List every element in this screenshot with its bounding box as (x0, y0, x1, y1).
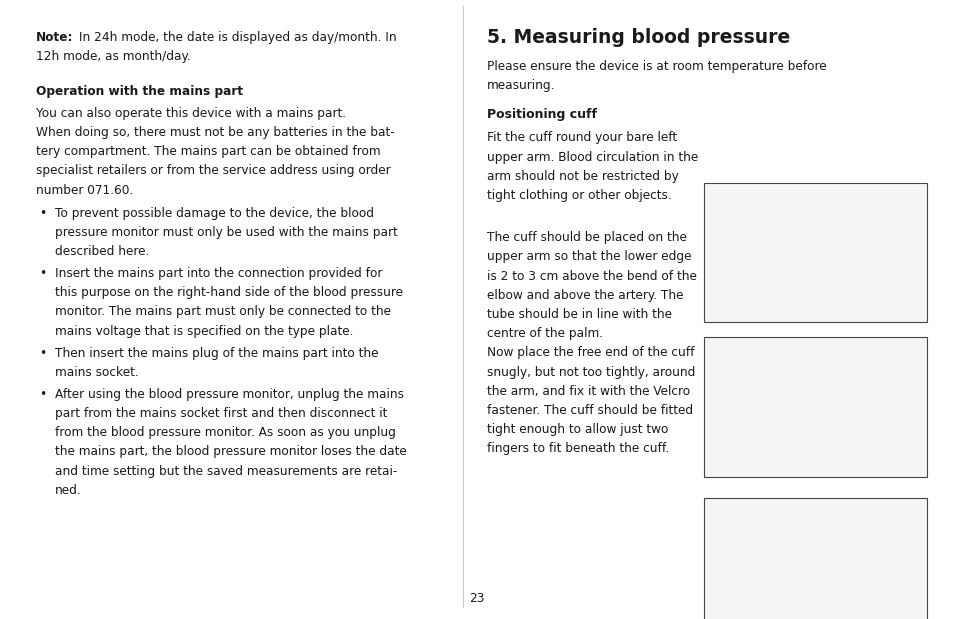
Text: the mains part, the blood pressure monitor loses the date: the mains part, the blood pressure monit… (55, 446, 407, 459)
Text: arm should not be restricted by: arm should not be restricted by (486, 170, 678, 183)
Text: snugly, but not too tightly, around: snugly, but not too tightly, around (486, 366, 694, 379)
Text: and time setting but the saved measurements are retai-: and time setting but the saved measureme… (55, 465, 397, 478)
Text: fingers to fit beneath the cuff.: fingers to fit beneath the cuff. (486, 443, 668, 456)
Text: from the blood pressure monitor. As soon as you unplug: from the blood pressure monitor. As soon… (55, 426, 395, 439)
FancyBboxPatch shape (703, 337, 926, 477)
FancyBboxPatch shape (703, 498, 926, 619)
Text: To prevent possible damage to the device, the blood: To prevent possible damage to the device… (55, 207, 374, 220)
Text: this purpose on the right-hand side of the blood pressure: this purpose on the right-hand side of t… (55, 286, 403, 299)
Text: mains socket.: mains socket. (55, 366, 139, 379)
Text: Positioning cuff: Positioning cuff (486, 108, 596, 121)
Text: Please ensure the device is at room temperature before: Please ensure the device is at room temp… (486, 59, 825, 72)
Text: Fit the cuff round your bare left: Fit the cuff round your bare left (486, 131, 676, 144)
Text: upper arm. Blood circulation in the: upper arm. Blood circulation in the (486, 150, 697, 163)
Text: elbow and above the artery. The: elbow and above the artery. The (486, 289, 682, 302)
Text: •: • (39, 388, 47, 401)
Text: After using the blood pressure monitor, unplug the mains: After using the blood pressure monitor, … (55, 388, 404, 401)
Text: described here.: described here. (55, 245, 150, 258)
FancyBboxPatch shape (703, 183, 926, 322)
Text: monitor. The mains part must only be connected to the: monitor. The mains part must only be con… (55, 305, 391, 318)
Text: centre of the palm.: centre of the palm. (486, 327, 602, 340)
Text: •: • (39, 207, 47, 220)
Text: Operation with the mains part: Operation with the mains part (36, 85, 243, 98)
Text: tight enough to allow just two: tight enough to allow just two (486, 423, 667, 436)
Text: ned.: ned. (55, 484, 82, 497)
Text: measuring.: measuring. (486, 79, 555, 92)
Text: part from the mains socket first and then disconnect it: part from the mains socket first and the… (55, 407, 387, 420)
Text: pressure monitor must only be used with the mains part: pressure monitor must only be used with … (55, 226, 397, 239)
Text: •: • (39, 267, 47, 280)
Text: The cuff should be placed on the: The cuff should be placed on the (486, 232, 686, 245)
Text: When doing so, there must not be any batteries in the bat-: When doing so, there must not be any bat… (36, 126, 395, 139)
Text: fastener. The cuff should be fitted: fastener. The cuff should be fitted (486, 404, 692, 417)
Text: tight clothing or other objects.: tight clothing or other objects. (486, 189, 671, 202)
Text: Note:: Note: (36, 31, 73, 44)
Text: upper arm so that the lower edge: upper arm so that the lower edge (486, 251, 690, 264)
Text: You can also operate this device with a mains part.: You can also operate this device with a … (36, 106, 346, 119)
Text: specialist retailers or from the service address using order: specialist retailers or from the service… (36, 164, 391, 177)
Text: Now place the free end of the cuff: Now place the free end of the cuff (486, 347, 694, 360)
Text: 12h mode, as month/day.: 12h mode, as month/day. (36, 50, 191, 63)
Text: is 2 to 3 cm above the bend of the: is 2 to 3 cm above the bend of the (486, 270, 696, 283)
Text: •: • (39, 347, 47, 360)
Text: the arm, and fix it with the Velcro: the arm, and fix it with the Velcro (486, 385, 689, 398)
Text: tube should be in line with the: tube should be in line with the (486, 308, 671, 321)
Text: 5. Measuring blood pressure: 5. Measuring blood pressure (486, 28, 789, 47)
Text: Insert the mains part into the connection provided for: Insert the mains part into the connectio… (55, 267, 382, 280)
Text: number 071.60.: number 071.60. (36, 183, 133, 196)
Text: Then insert the mains plug of the mains part into the: Then insert the mains plug of the mains … (55, 347, 378, 360)
Text: mains voltage that is specified on the type plate.: mains voltage that is specified on the t… (55, 324, 354, 337)
Text: tery compartment. The mains part can be obtained from: tery compartment. The mains part can be … (36, 145, 380, 158)
Text: 23: 23 (469, 592, 484, 605)
Text: In 24h mode, the date is displayed as day/month. In: In 24h mode, the date is displayed as da… (75, 31, 396, 44)
